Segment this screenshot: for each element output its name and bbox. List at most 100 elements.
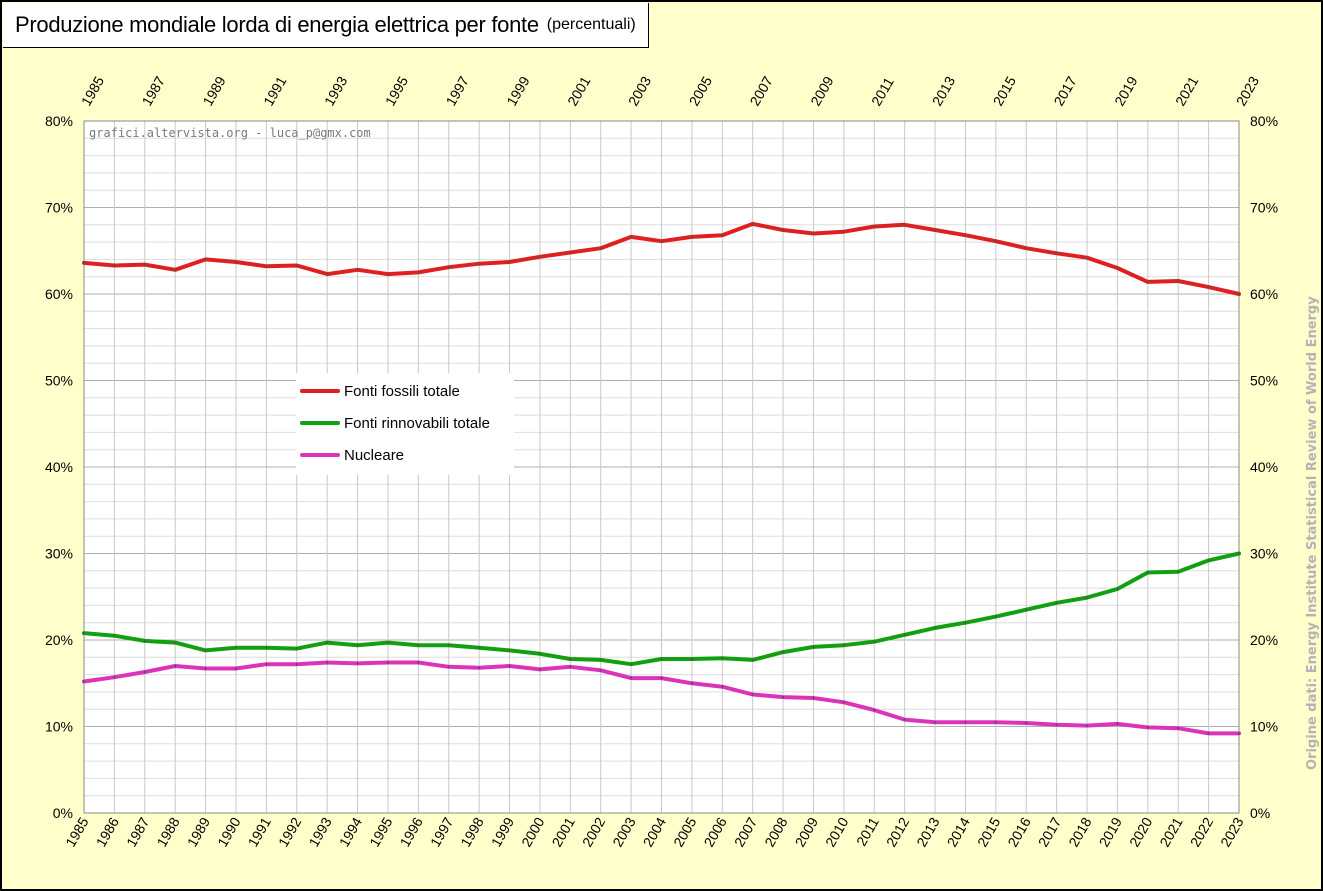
x-tick-label-top: 1995 <box>382 73 412 108</box>
data-point <box>812 645 815 649</box>
data-point <box>417 271 420 274</box>
data-point <box>174 268 177 271</box>
chart-subtitle: (percentuali) <box>546 16 636 33</box>
y-tick-label-right: 40% <box>1250 459 1278 475</box>
data-point <box>994 240 997 243</box>
x-tick-label-bottom: 1992 <box>275 814 305 849</box>
data-point <box>629 663 633 666</box>
data-point <box>1055 252 1058 255</box>
x-tick-label-bottom: 2012 <box>883 814 913 849</box>
data-point <box>477 262 481 265</box>
chart-title: Produzione mondiale lorda di energia ele… <box>15 12 539 37</box>
data-point <box>873 708 876 712</box>
data-point <box>964 234 967 237</box>
y-tick-label-left: 20% <box>45 632 73 648</box>
data-point <box>234 260 238 264</box>
data-point <box>1085 724 1089 727</box>
x-tick-label-bottom: 1987 <box>123 814 153 849</box>
data-point <box>1146 726 1150 729</box>
data-point <box>113 634 116 637</box>
data-point <box>113 264 116 267</box>
data-point <box>477 666 481 669</box>
legend: Fonti fossili totale Fonti rinnovabili to… <box>296 373 514 475</box>
data-point <box>812 696 815 700</box>
x-tick-label-bottom: 2013 <box>913 814 943 849</box>
x-tick-label-top: 2015 <box>990 73 1020 108</box>
data-point <box>477 646 481 649</box>
x-tick-label-top: 2007 <box>746 73 776 108</box>
y-tick-label-right: 60% <box>1250 286 1278 302</box>
data-point <box>933 626 937 630</box>
x-tick-label-bottom: 2018 <box>1065 814 1095 849</box>
data-point <box>265 265 268 268</box>
legend-label: Fonti fossili totale <box>344 383 460 400</box>
x-tick-label-bottom: 2004 <box>640 814 670 849</box>
data-point <box>1177 727 1180 730</box>
data-point <box>386 641 390 644</box>
x-tick-label-bottom: 2021 <box>1156 814 1186 849</box>
x-tick-label-top: 1997 <box>442 73 472 108</box>
data-point <box>1085 256 1089 259</box>
x-tick-label-top: 1985 <box>78 73 108 108</box>
data-point <box>204 258 207 261</box>
x-tick-label-top: 2003 <box>625 73 655 108</box>
data-point <box>1146 571 1150 574</box>
data-point <box>82 261 86 265</box>
data-point <box>1055 601 1058 604</box>
y-tick-label-left: 50% <box>45 373 73 389</box>
data-point <box>143 263 146 266</box>
data-point <box>812 232 815 235</box>
data-point <box>599 669 602 672</box>
data-point <box>234 667 238 670</box>
x-tick-label-bottom: 1997 <box>427 814 457 849</box>
x-tick-label-top: 1999 <box>503 73 533 108</box>
plot-border <box>83 120 1240 814</box>
x-tick-label-bottom: 1994 <box>336 814 366 849</box>
data-point <box>842 701 846 704</box>
data-point <box>781 650 785 654</box>
data-point <box>964 721 967 724</box>
data-point <box>1085 596 1089 599</box>
data-point <box>933 228 937 232</box>
x-tick-label-bottom: 1996 <box>397 814 427 849</box>
x-tick-label-bottom: 2023 <box>1217 814 1247 849</box>
x-tick-label-bottom: 2006 <box>700 814 730 849</box>
data-point <box>356 644 359 647</box>
data-point <box>781 695 785 699</box>
data-point <box>842 230 846 233</box>
data-point <box>386 272 390 276</box>
data-point <box>994 615 997 618</box>
x-tick-label-bottom: 2008 <box>761 814 791 849</box>
x-tick-label-bottom: 2000 <box>518 814 548 849</box>
data-point <box>569 665 572 668</box>
data-point <box>1177 570 1180 573</box>
x-tick-label-bottom: 2020 <box>1126 814 1156 849</box>
data-point <box>1237 732 1241 735</box>
data-point <box>82 631 86 635</box>
data-point <box>143 639 146 643</box>
x-tick-label-top: 2001 <box>564 73 594 108</box>
data-point <box>751 658 754 662</box>
data-point <box>1025 608 1028 611</box>
data-point <box>660 240 663 243</box>
x-tick-label-bottom: 2017 <box>1035 814 1065 849</box>
x-tick-label-bottom: 1995 <box>366 814 396 849</box>
data-point <box>903 223 906 226</box>
data-point <box>204 649 207 652</box>
data-point <box>1237 292 1241 296</box>
data-point <box>660 676 663 680</box>
data-point <box>1116 722 1119 726</box>
legend-label: Fonti rinnovabili totale <box>344 415 490 432</box>
x-tick-label-top: 1993 <box>321 73 351 108</box>
x-tick-label-bottom: 1998 <box>457 814 487 849</box>
data-point <box>174 664 177 668</box>
data-point <box>143 670 146 674</box>
y-tick-label-left: 60% <box>45 286 73 302</box>
legend-label: Nucleare <box>344 447 404 464</box>
data-point <box>113 676 116 679</box>
data-point <box>933 721 937 724</box>
x-tick-label-bottom: 2014 <box>944 814 974 849</box>
y-tick-label-right: 80% <box>1250 113 1278 129</box>
y-tick-label-left: 0% <box>53 805 73 821</box>
